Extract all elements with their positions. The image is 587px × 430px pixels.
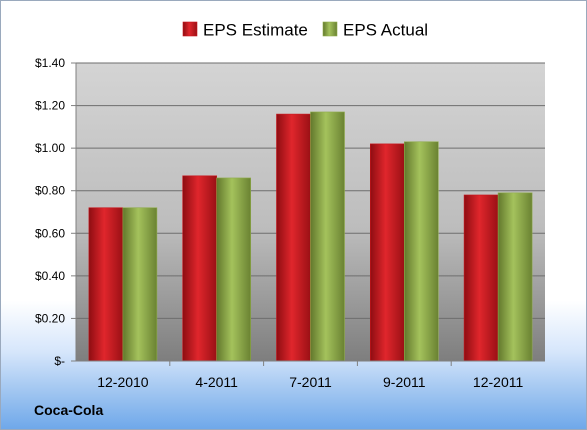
legend-label-estimate: EPS Estimate bbox=[203, 21, 308, 40]
bar-eps-actual bbox=[310, 111, 345, 362]
y-tick-label: $0.40 bbox=[35, 269, 65, 283]
legend-swatch-estimate bbox=[182, 21, 198, 37]
bar-eps-actual bbox=[497, 192, 533, 362]
bars bbox=[88, 111, 533, 362]
y-tick-label: $- bbox=[54, 354, 65, 368]
x-tick-label: 4-2011 bbox=[195, 374, 238, 390]
bar-eps-estimate bbox=[88, 207, 124, 362]
bar-eps-estimate bbox=[182, 175, 217, 362]
y-axis: $- $0.20 $0.40 $0.60 $0.80 $1.00 $1.20 $1.40 bbox=[35, 56, 77, 368]
bar-eps-actual bbox=[403, 141, 439, 362]
y-tick-label: $1.20 bbox=[35, 99, 65, 113]
bar-eps-estimate bbox=[369, 143, 405, 362]
bar-eps-estimate bbox=[463, 194, 499, 362]
x-tick-label: 12-2010 bbox=[97, 374, 149, 390]
bar-eps-actual bbox=[216, 177, 251, 362]
x-tick-label: 7-2011 bbox=[289, 374, 332, 390]
x-tick-label: 9-2011 bbox=[383, 374, 426, 390]
legend-label-actual: EPS Actual bbox=[343, 21, 428, 40]
y-tick-label: $0.60 bbox=[35, 226, 65, 240]
y-tick-label: $1.00 bbox=[35, 141, 65, 155]
bar-eps-estimate bbox=[276, 113, 311, 362]
y-tick-label: $0.20 bbox=[35, 311, 65, 325]
legend: EPS Estimate EPS Actual bbox=[182, 21, 428, 40]
y-tick-label: $1.40 bbox=[35, 56, 65, 70]
y-tick-label: $0.80 bbox=[35, 184, 65, 198]
x-tick-label: 12-2011 bbox=[473, 374, 524, 390]
company-name: Coca-Cola bbox=[34, 402, 104, 418]
x-axis: 12-2010 4-2011 7-2011 9-2011 12-2011 bbox=[76, 360, 545, 390]
legend-swatch-actual bbox=[322, 21, 338, 37]
bar-eps-actual bbox=[122, 207, 158, 362]
